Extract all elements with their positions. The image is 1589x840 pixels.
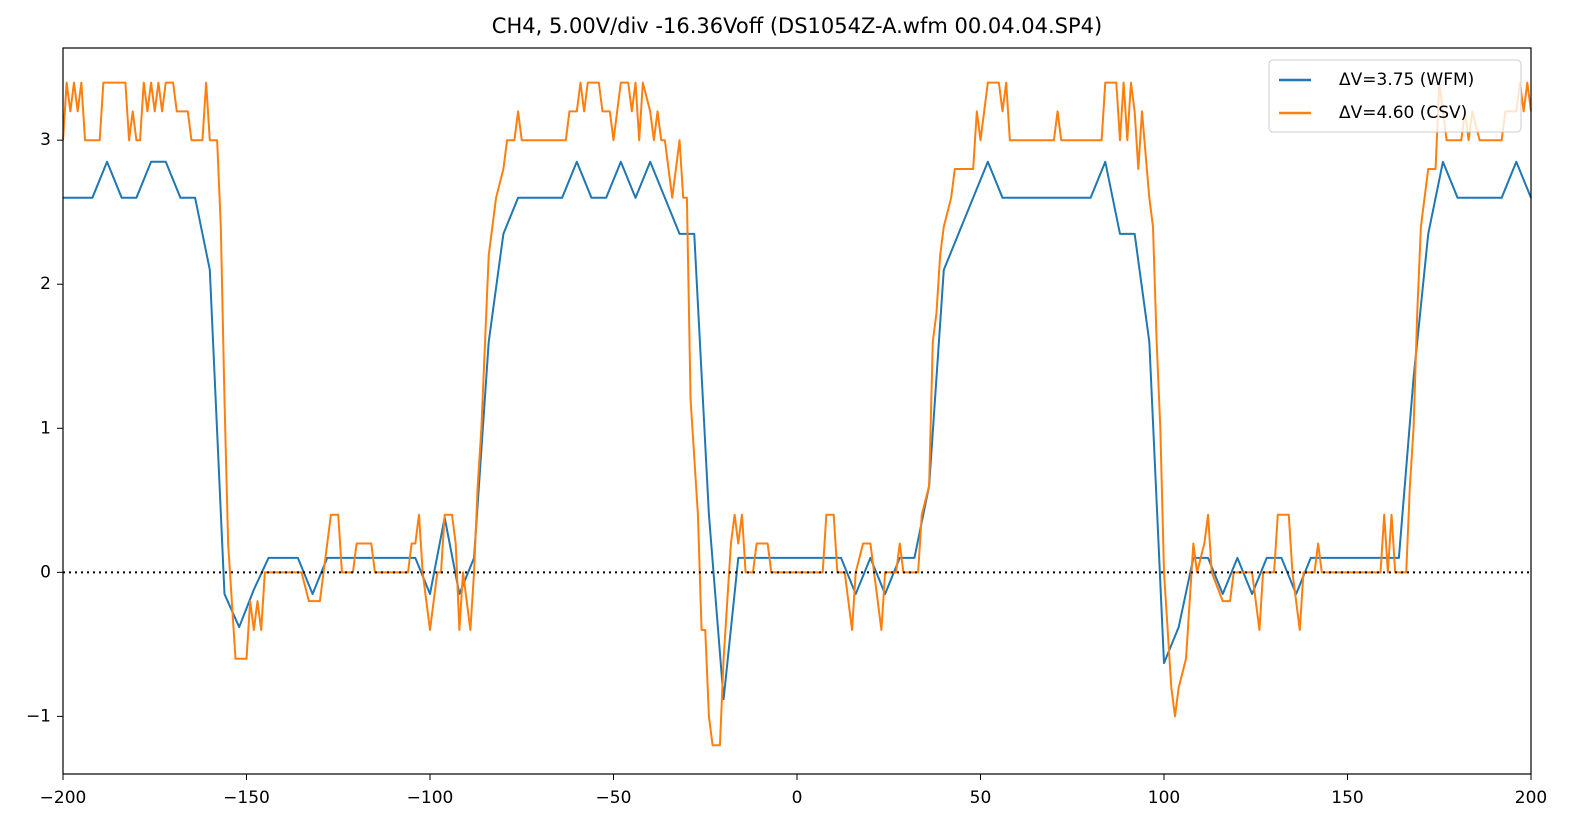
x-tick-label: 200: [1515, 788, 1547, 808]
plot-frame: [62, 47, 1532, 775]
series-line: [63, 160, 1532, 701]
chart-title: CH4, 5.00V/div -16.36Voff (DS1054Z-A.wfm…: [492, 14, 1102, 38]
x-tick-label: −100: [407, 788, 454, 808]
x-tick-label: −150: [223, 788, 270, 808]
legend-label: ΔV=3.75 (WFM): [1339, 70, 1474, 90]
y-tick-label: 0: [40, 562, 51, 582]
y-tick-label: 3: [40, 130, 51, 150]
x-tick-label: −200: [40, 788, 87, 808]
y-tick-label: −1: [26, 706, 51, 726]
y-tick-label: 2: [40, 274, 51, 294]
x-tick-label: −50: [596, 788, 632, 808]
legend-label: ΔV=4.60 (CSV): [1339, 103, 1467, 123]
y-tick-label: 1: [40, 418, 51, 438]
x-tick-label: 150: [1331, 788, 1363, 808]
x-tick-label: 50: [970, 788, 992, 808]
legend-box: [1268, 59, 1522, 133]
x-tick-label: 100: [1148, 788, 1180, 808]
x-tick-label: 0: [792, 788, 803, 808]
